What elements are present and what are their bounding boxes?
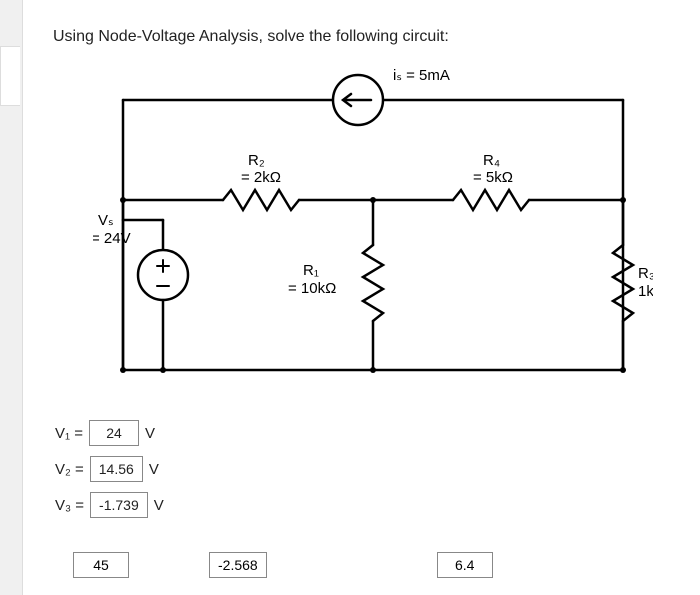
page: Using Node-Voltage Analysis, solve the f… <box>22 0 700 595</box>
answer-v2: V₂ = 14.56 V <box>55 456 164 482</box>
r3-value: 1kΩ <box>638 283 653 300</box>
r2-name: R₂ <box>248 152 265 169</box>
v3-value[interactable]: -1.739 <box>90 492 148 518</box>
answer-v3: V₃ = -1.739 V <box>55 492 164 518</box>
r1-name: R₁ <box>303 262 319 279</box>
v1-value[interactable]: 24 <box>89 420 139 446</box>
circuit-diagram: iₛ = 5mA R₂ = 2kΩ R₄ = 5kΩ Vₛ = 24V R₁ =… <box>93 60 653 390</box>
v3-label: V₃ = <box>55 497 84 514</box>
extra-answers: 45 -2.568 6.4 <box>73 552 493 578</box>
r4-name: R₄ <box>483 152 500 169</box>
side-tab <box>0 46 20 106</box>
r3-name: R₃= <box>638 265 653 282</box>
v1-label: V₁ = <box>55 425 83 442</box>
v3-unit: V <box>154 497 164 514</box>
v1-unit: V <box>145 425 155 442</box>
v2-label: V₂ = <box>55 461 84 478</box>
extra-a[interactable]: 45 <box>73 552 129 578</box>
is-label: iₛ = 5mA <box>393 67 450 84</box>
extra-b[interactable]: -2.568 <box>209 552 267 578</box>
r1-value: = 10kΩ <box>288 280 336 297</box>
r4-value: = 5kΩ <box>473 169 513 186</box>
vs-value: = 24V <box>93 230 131 247</box>
vs-name: Vₛ <box>98 212 114 229</box>
v2-value[interactable]: 14.56 <box>90 456 143 482</box>
v2-unit: V <box>149 461 159 478</box>
r2-value: = 2kΩ <box>241 169 281 186</box>
answer-v1: V₁ = 24 V <box>55 420 164 446</box>
answers-block: V₁ = 24 V V₂ = 14.56 V V₃ = -1.739 V <box>55 420 164 528</box>
extra-c[interactable]: 6.4 <box>437 552 493 578</box>
prompt-text: Using Node-Voltage Analysis, solve the f… <box>53 28 449 46</box>
